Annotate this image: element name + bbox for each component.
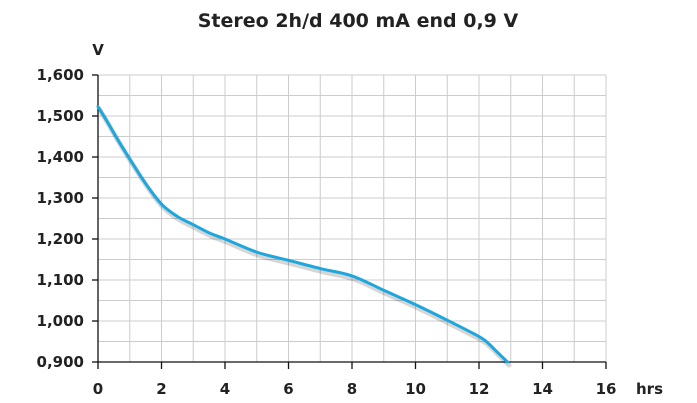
grid-lines (98, 74, 607, 362)
x-tick-label: 6 (283, 380, 293, 398)
y-axis-label: V (92, 41, 104, 59)
x-tick-label: 2 (156, 380, 166, 398)
axes (92, 74, 607, 369)
x-axis-label: hrs (636, 380, 663, 398)
y-tick-label: 1,600 (37, 66, 84, 84)
x-tick-label: 8 (347, 380, 357, 398)
x-tick-label: 10 (405, 380, 426, 398)
y-tick-label: 1,500 (37, 107, 84, 125)
discharge-curve-line (96, 105, 510, 364)
series-lines (96, 105, 512, 368)
x-tick-label: 16 (596, 380, 617, 398)
tick-labels: 0,900 1,000 1,100 1,200 1,300 1,400 1,500 1,600… (37, 66, 617, 398)
x-tick-label: 12 (469, 380, 490, 398)
y-tick-label: 0,900 (37, 353, 84, 371)
y-tick-label: 1,200 (37, 230, 84, 248)
y-tick-label: 1,400 (37, 148, 84, 166)
y-tick-label: 1,000 (37, 312, 84, 330)
x-tick-label: 0 (93, 380, 103, 398)
y-tick-label: 1,100 (37, 271, 84, 289)
x-tick-label: 4 (220, 380, 230, 398)
x-tick-label: 14 (532, 380, 553, 398)
y-tick-label: 1,300 (37, 189, 84, 207)
chart-title: Stereo 2h/d 400 mA end 0,9 V (198, 10, 519, 32)
